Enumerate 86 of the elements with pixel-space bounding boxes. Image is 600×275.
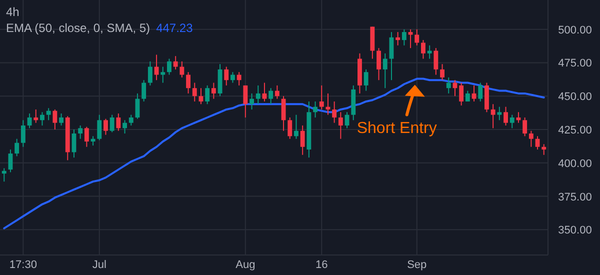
candlestick bbox=[319, 84, 324, 110]
candlestick bbox=[396, 32, 400, 46]
candlestick bbox=[14, 138, 20, 157]
candlestick bbox=[256, 84, 260, 105]
candlestick bbox=[490, 104, 496, 129]
candlestick bbox=[504, 106, 508, 126]
y-tick-label: 450.00 bbox=[558, 91, 592, 104]
candlestick bbox=[236, 72, 242, 86]
candlestick bbox=[27, 112, 32, 129]
candlestick bbox=[148, 60, 152, 86]
candlestick bbox=[528, 130, 534, 148]
annotation: 447.23 bbox=[156, 21, 194, 35]
line-series bbox=[3, 78, 545, 230]
candlestick bbox=[122, 120, 127, 134]
candlestick bbox=[20, 120, 26, 148]
candlestick bbox=[434, 48, 438, 76]
candlestick bbox=[110, 114, 114, 133]
candlestick bbox=[180, 60, 184, 78]
candlestick bbox=[402, 28, 406, 46]
candlestick bbox=[300, 124, 305, 156]
candlestick bbox=[8, 149, 13, 173]
y-tick-label: 375.00 bbox=[558, 191, 592, 204]
candlestick bbox=[446, 76, 451, 94]
x-tick-label: 17:30 bbox=[9, 259, 37, 271]
candlestick bbox=[332, 100, 337, 124]
candlestick bbox=[59, 112, 64, 126]
annotation: Short Entry bbox=[356, 120, 437, 137]
x-tick-label: 16 bbox=[316, 259, 328, 271]
candlestick bbox=[535, 136, 540, 150]
candlestick bbox=[478, 82, 483, 102]
candlestick bbox=[97, 114, 102, 141]
candlestick bbox=[274, 84, 280, 100]
candlestick bbox=[104, 118, 108, 136]
candlestick bbox=[522, 116, 528, 137]
candlestick bbox=[364, 68, 368, 92]
candlestick bbox=[2, 168, 6, 182]
y-tick-label: 475.00 bbox=[558, 58, 592, 70]
y-tick-label: 425.00 bbox=[558, 124, 592, 137]
candlestick bbox=[472, 84, 476, 102]
candlestick bbox=[313, 100, 318, 118]
candlestick bbox=[46, 108, 51, 121]
candlestick bbox=[128, 114, 134, 126]
x-tick-label: Jul bbox=[92, 259, 106, 271]
candlestick bbox=[427, 44, 432, 60]
candlestick bbox=[84, 126, 89, 148]
candlestick bbox=[382, 52, 388, 89]
candlestick bbox=[116, 112, 121, 132]
candlestick bbox=[542, 144, 546, 156]
candlestick bbox=[459, 82, 464, 106]
candlestick bbox=[167, 58, 172, 76]
candlestick bbox=[198, 88, 204, 105]
candlestick bbox=[40, 112, 44, 126]
candlestick bbox=[224, 66, 229, 86]
x-tick-label: Sep bbox=[407, 259, 427, 271]
candlestick bbox=[173, 56, 178, 70]
candlestick bbox=[52, 108, 58, 130]
candlestick bbox=[288, 116, 292, 140]
text: EMA (50, close, 0, SMA, 5) bbox=[6, 21, 150, 35]
candlestick bbox=[421, 40, 426, 60]
candlestick bbox=[338, 112, 343, 140]
candlestick bbox=[192, 82, 197, 102]
x-tick-label: Aug bbox=[236, 259, 256, 271]
candlestick bbox=[205, 84, 210, 105]
y-tick-label: 350.00 bbox=[558, 224, 592, 237]
candlestick bbox=[250, 92, 254, 110]
candlestick bbox=[294, 114, 298, 140]
candlestick bbox=[34, 108, 38, 124]
candlestick bbox=[211, 82, 216, 100]
candlestick bbox=[142, 80, 146, 102]
candlestick bbox=[376, 48, 381, 81]
y-tick-label: 500.00 bbox=[558, 24, 592, 36]
candlestick bbox=[78, 124, 83, 140]
candlestick bbox=[230, 72, 235, 84]
candlestick bbox=[510, 114, 514, 129]
y-tick-label: 400.00 bbox=[558, 158, 592, 170]
candlestick bbox=[243, 84, 248, 118]
candlestick bbox=[268, 88, 274, 105]
candlestick bbox=[186, 72, 190, 94]
candlestick bbox=[414, 28, 420, 46]
candlestick bbox=[465, 90, 470, 102]
candlestick bbox=[154, 54, 159, 81]
candlestick bbox=[262, 82, 267, 102]
text: 4h bbox=[6, 5, 20, 19]
candlestick bbox=[440, 64, 444, 81]
candlestick bbox=[497, 106, 502, 121]
candlestick bbox=[160, 66, 166, 84]
